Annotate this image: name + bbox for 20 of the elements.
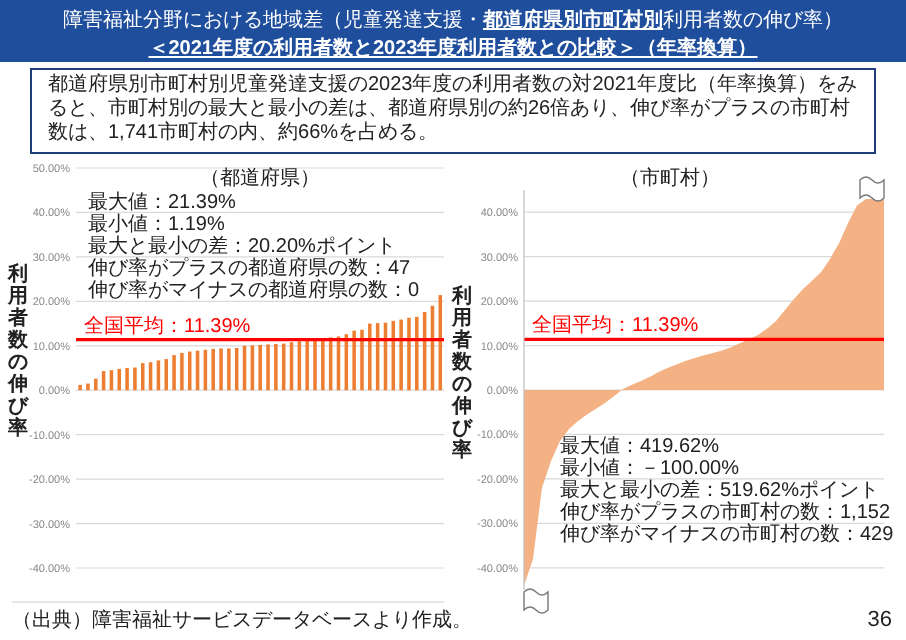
text: 36 bbox=[867, 608, 892, 632]
annotation: 最大値：21.39% bbox=[88, 190, 237, 214]
y-axis-title: 利用者数の伸び率 bbox=[6, 262, 30, 440]
text: 都道府県別市町村別児童発達支援の2023年度の利用者数の対2021年度比（年率換算）をみると、市町村別の最大と最小の差は、都道府県別の約26倍あり、伸び率がプラスの市町村数は、1,741市町村の内、約66%を占める。 bbox=[30, 68, 876, 154]
annotation: 最大と最小の差：519.62%ポイント bbox=[560, 478, 879, 502]
text: 障害福祉分野における地域差（児童発達支援・都道府県別市町村別利用者数の伸び率） bbox=[63, 8, 843, 32]
text: （出典）障害福祉サービスデータベースより作成。 bbox=[12, 608, 472, 632]
chart-title: （市町村） bbox=[620, 166, 720, 190]
annotation: 最小値：1.19% bbox=[88, 212, 225, 236]
annotation: 伸び率がマイナスの市町村の数：429 bbox=[560, 522, 895, 546]
annotation: 最大と最小の差：20.20%ポイント bbox=[88, 234, 396, 258]
y-axis-title: 利用者数の伸び率 bbox=[450, 284, 474, 462]
annotation: 伸び率がマイナスの都道府県の数：0 bbox=[88, 278, 420, 302]
annotation: 最大値：419.62% bbox=[560, 434, 720, 458]
chart-title: （都道府県） bbox=[200, 166, 320, 190]
ref-line-label: 全国平均：11.39% bbox=[84, 313, 251, 338]
ref-line-label: 全国平均：11.39% bbox=[532, 313, 699, 338]
annotation: 最小値：－100.00% bbox=[560, 456, 740, 480]
annotation: 伸び率がプラスの市町村の数：1,152 bbox=[560, 500, 891, 524]
annotation: 伸び率がプラスの都道府県の数：47 bbox=[88, 256, 412, 280]
